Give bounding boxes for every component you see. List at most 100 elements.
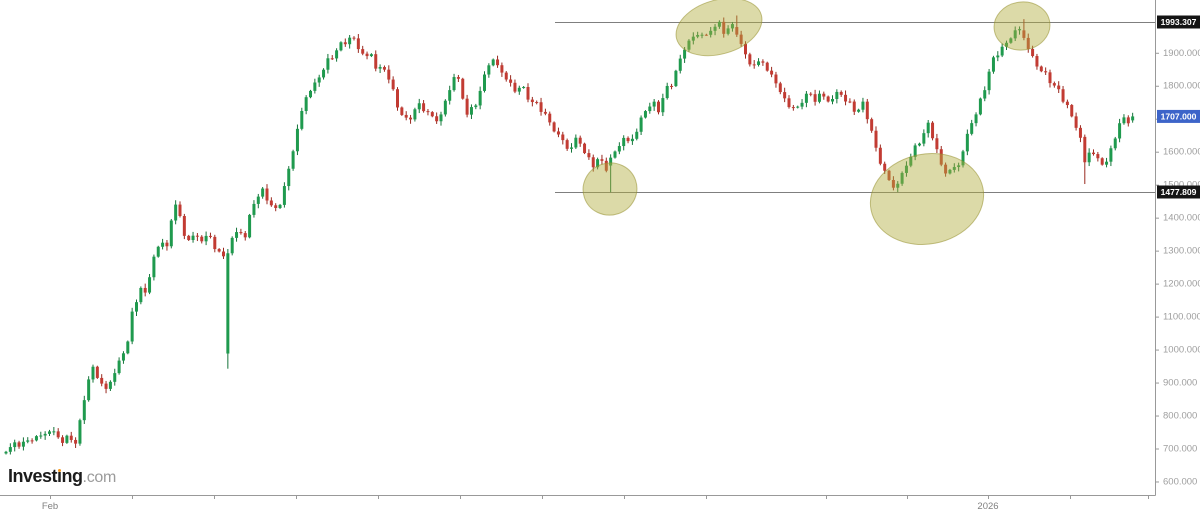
candle[interactable]: [657, 100, 660, 115]
candle[interactable]: [983, 86, 987, 102]
candle[interactable]: [1000, 43, 1004, 58]
candle[interactable]: [235, 227, 239, 242]
candle[interactable]: [1018, 26, 1022, 35]
price-level-badge[interactable]: 1993.307: [1157, 15, 1200, 29]
candle[interactable]: [852, 99, 856, 115]
candle[interactable]: [452, 73, 456, 92]
candle[interactable]: [317, 74, 321, 87]
candle[interactable]: [343, 38, 347, 47]
candle[interactable]: [78, 418, 82, 446]
candle[interactable]: [226, 248, 230, 369]
candle[interactable]: [504, 71, 508, 82]
candle[interactable]: [265, 184, 269, 205]
candle[interactable]: [204, 231, 208, 246]
candle[interactable]: [600, 154, 604, 165]
candle[interactable]: [961, 149, 965, 168]
candle[interactable]: [839, 90, 843, 97]
candle[interactable]: [1087, 148, 1091, 167]
candle[interactable]: [1096, 151, 1100, 162]
candle[interactable]: [939, 145, 943, 167]
candle[interactable]: [182, 213, 186, 240]
candle[interactable]: [509, 75, 513, 87]
candle[interactable]: [156, 245, 160, 258]
candle[interactable]: [52, 427, 56, 436]
candle[interactable]: [996, 51, 1000, 62]
candle[interactable]: [91, 364, 95, 383]
candle[interactable]: [857, 108, 861, 113]
candle[interactable]: [282, 182, 286, 208]
candle[interactable]: [352, 36, 356, 41]
candle[interactable]: [970, 119, 974, 136]
candle[interactable]: [561, 131, 565, 145]
candle[interactable]: [570, 143, 573, 153]
candle[interactable]: [848, 98, 852, 104]
candle[interactable]: [430, 111, 434, 118]
candle[interactable]: [1061, 85, 1065, 104]
candle[interactable]: [896, 181, 900, 193]
candle[interactable]: [957, 162, 961, 172]
candle[interactable]: [861, 97, 865, 113]
candle[interactable]: [665, 82, 669, 100]
candle[interactable]: [69, 431, 73, 443]
candle[interactable]: [1100, 157, 1104, 166]
candle[interactable]: [918, 142, 921, 147]
candle[interactable]: [1113, 136, 1117, 151]
candle[interactable]: [535, 100, 539, 105]
candle[interactable]: [130, 307, 134, 345]
candle[interactable]: [313, 78, 317, 94]
candle[interactable]: [65, 434, 69, 444]
candle[interactable]: [74, 437, 78, 448]
candle[interactable]: [117, 357, 121, 375]
candle[interactable]: [717, 20, 721, 29]
highlight-ellipse[interactable]: [991, 0, 1053, 54]
candle[interactable]: [604, 157, 608, 173]
candle[interactable]: [765, 61, 769, 72]
price-level-badge[interactable]: 1477.809: [1157, 185, 1200, 199]
candle[interactable]: [269, 197, 273, 207]
candle[interactable]: [804, 91, 808, 108]
candle[interactable]: [152, 254, 156, 281]
candle[interactable]: [926, 120, 930, 138]
candle[interactable]: [21, 437, 25, 451]
candle[interactable]: [213, 234, 217, 253]
candle[interactable]: [826, 95, 830, 103]
candle[interactable]: [865, 98, 869, 124]
candle[interactable]: [200, 235, 204, 244]
candle[interactable]: [256, 193, 260, 209]
candle[interactable]: [465, 94, 469, 118]
candle[interactable]: [800, 99, 804, 110]
candle[interactable]: [1013, 26, 1017, 42]
candle[interactable]: [174, 200, 178, 225]
candle[interactable]: [813, 89, 817, 106]
candle[interactable]: [1105, 157, 1109, 168]
candle[interactable]: [1022, 19, 1026, 41]
candle[interactable]: [526, 83, 530, 103]
candle[interactable]: [295, 124, 299, 156]
candle[interactable]: [778, 81, 782, 95]
candle[interactable]: [713, 24, 717, 36]
candle[interactable]: [474, 103, 478, 110]
candle[interactable]: [748, 52, 752, 67]
candle[interactable]: [609, 154, 613, 193]
candle[interactable]: [26, 437, 30, 444]
candle[interactable]: [104, 380, 108, 394]
candle[interactable]: [770, 66, 774, 78]
candle[interactable]: [400, 106, 404, 116]
candle[interactable]: [552, 121, 556, 133]
candle[interactable]: [1126, 115, 1130, 127]
candle[interactable]: [417, 98, 421, 114]
candle[interactable]: [148, 273, 152, 295]
candle[interactable]: [13, 439, 17, 452]
candle[interactable]: [583, 142, 587, 155]
candle[interactable]: [691, 32, 695, 45]
candle[interactable]: [587, 149, 591, 160]
candle[interactable]: [404, 111, 408, 121]
candle[interactable]: [900, 171, 904, 186]
candle[interactable]: [822, 91, 826, 100]
candle[interactable]: [1039, 65, 1043, 73]
candle[interactable]: [165, 240, 169, 251]
candle[interactable]: [435, 112, 439, 124]
candle[interactable]: [274, 203, 278, 212]
candle[interactable]: [113, 368, 117, 386]
